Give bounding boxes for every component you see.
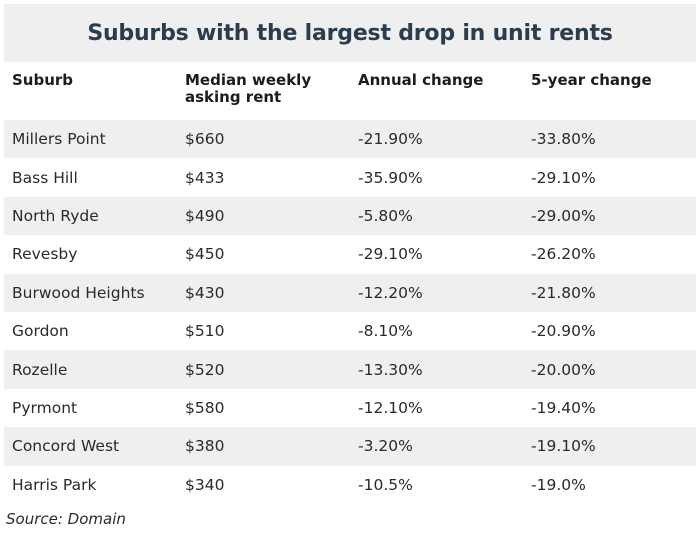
cell-annual-change: -12.20% [358, 283, 423, 302]
cell-5-year-change: -20.90% [531, 322, 596, 341]
cell-annual-change: -5.80% [358, 206, 413, 225]
cell-annual-change: -3.20% [358, 437, 413, 456]
cell-suburb: North Ryde [12, 206, 99, 225]
cell-5-year-change: -19.40% [531, 398, 596, 417]
cell-rent: $580 [185, 398, 225, 417]
cell-annual-change: -21.90% [358, 130, 423, 149]
cell-rent: $380 [185, 437, 225, 456]
cell-5-year-change: -20.00% [531, 360, 596, 379]
header-row: Suburb Median weekly asking rent Annual … [4, 62, 696, 120]
cell-5-year-change: -21.80% [531, 283, 596, 302]
table-row: North Ryde $490 -5.80% -29.00% [4, 196, 696, 236]
cell-suburb: Revesby [12, 245, 78, 264]
header-annual-change: Annual change [358, 71, 484, 89]
header-suburb: Suburb [12, 71, 74, 89]
cell-rent: $430 [185, 283, 225, 302]
cell-annual-change: -8.10% [358, 322, 413, 341]
table-row: Bass Hill $433 -35.90% -29.10% [4, 158, 696, 197]
cell-suburb: Rozelle [12, 360, 68, 379]
table-row: Burwood Heights $430 -12.20% -21.80% [4, 273, 696, 312]
cell-rent: $490 [185, 206, 225, 225]
source-note: Source: Domain [6, 510, 126, 528]
cell-suburb: Bass Hill [12, 168, 78, 187]
cell-suburb: Pyrmont [12, 398, 78, 417]
cell-5-year-change: -29.10% [531, 168, 596, 187]
table-row: Rozelle $520 -13.30% -20.00% [4, 350, 696, 389]
cell-annual-change: -35.90% [358, 168, 423, 187]
cell-5-year-change: -29.00% [531, 206, 596, 225]
rent-table: Suburb Median weekly asking rent Annual … [4, 62, 696, 504]
table-row: Gordon $510 -8.10% -20.90% [4, 311, 696, 351]
table-row: Revesby $450 -29.10% -26.20% [4, 235, 696, 274]
table-row: Concord West $380 -3.20% -19.10% [4, 427, 696, 466]
cell-suburb: Millers Point [12, 130, 106, 149]
cell-rent: $340 [185, 475, 225, 494]
cell-annual-change: -13.30% [358, 360, 423, 379]
cell-annual-change: -12.10% [358, 398, 423, 417]
cell-annual-change: -10.5% [358, 475, 413, 494]
table-row: Harris Park $340 -10.5% -19.0% [4, 465, 696, 504]
cell-annual-change: -29.10% [358, 245, 423, 264]
header-median-rent: Median weekly asking rent [185, 71, 312, 106]
cell-5-year-change: -19.10% [531, 437, 596, 456]
cell-rent: $450 [185, 245, 225, 264]
table-row: Millers Point $660 -21.90% -33.80% [4, 120, 696, 159]
header-5-year-change: 5-year change [531, 71, 652, 89]
cell-5-year-change: -19.0% [531, 475, 586, 494]
cell-suburb: Harris Park [12, 475, 97, 494]
cell-suburb: Gordon [12, 322, 69, 341]
cell-5-year-change: -26.20% [531, 245, 596, 264]
cell-rent: $433 [185, 168, 225, 187]
cell-rent: $510 [185, 322, 225, 341]
cell-suburb: Burwood Heights [12, 283, 145, 302]
cell-rent: $660 [185, 130, 225, 149]
table-row: Pyrmont $580 -12.10% -19.40% [4, 388, 696, 428]
cell-rent: $520 [185, 360, 225, 379]
cell-suburb: Concord West [12, 437, 120, 456]
title-bar: Suburbs with the largest drop in unit re… [4, 4, 696, 62]
table-title: Suburbs with the largest drop in unit re… [87, 20, 613, 46]
cell-5-year-change: -33.80% [531, 130, 596, 149]
